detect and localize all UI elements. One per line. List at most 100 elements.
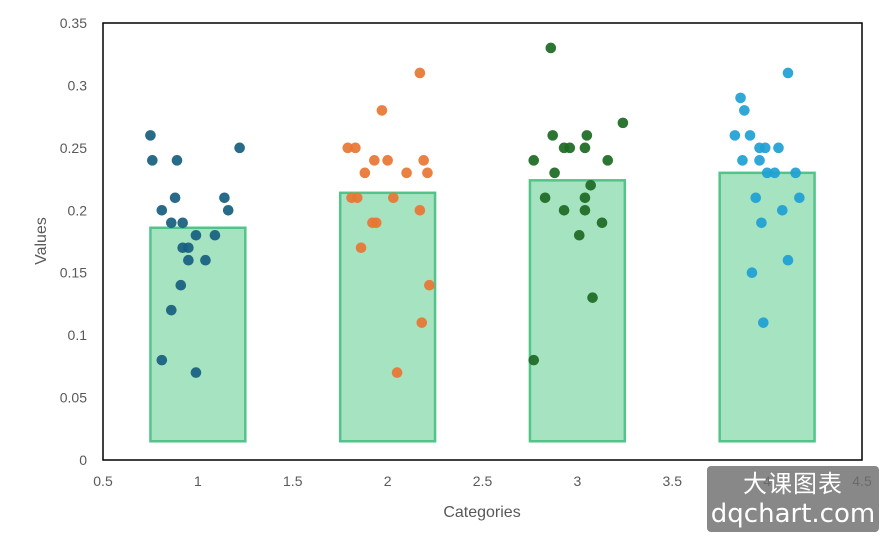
point-s4-15 <box>794 192 805 204</box>
point-s3-10 <box>549 167 560 179</box>
point-s3-9 <box>602 155 614 166</box>
point-s4-17 <box>756 217 767 229</box>
point-s4-10 <box>754 155 765 166</box>
watermark-url: dqchart.com <box>710 499 876 529</box>
point-s4-19 <box>746 267 758 279</box>
point-s3-2 <box>617 117 629 129</box>
point-s1-15 <box>183 254 194 266</box>
point-s2-20 <box>391 367 403 378</box>
point-s2-2 <box>376 105 388 116</box>
point-s4-20 <box>758 317 769 328</box>
point-s4-16 <box>777 204 788 216</box>
point-s3-16 <box>596 217 608 229</box>
point-s1-8 <box>177 217 188 229</box>
point-s3-4 <box>581 130 593 141</box>
bar-3 <box>528 179 627 443</box>
point-s1-19 <box>156 354 168 366</box>
x-tick-label: 1.5 <box>283 473 303 489</box>
watermark-title: 大课图表 <box>743 470 843 498</box>
point-s2-7 <box>418 155 429 166</box>
point-s3-12 <box>539 192 551 204</box>
x-tick-label: 3 <box>573 473 581 489</box>
point-s1-7 <box>166 217 177 229</box>
bar-2 <box>338 191 437 443</box>
x-tick-label: 1 <box>194 473 202 489</box>
point-s3-19 <box>528 354 540 366</box>
point-s4-7 <box>759 142 771 154</box>
point-s2-9 <box>401 167 412 179</box>
point-s2-1 <box>414 67 426 79</box>
point-s4-14 <box>750 192 762 204</box>
point-s2-4 <box>350 142 361 154</box>
point-s3-6 <box>564 142 576 154</box>
point-s1-4 <box>234 142 245 154</box>
point-s2-12 <box>351 192 363 204</box>
point-s1-20 <box>190 367 202 378</box>
point-s1-16 <box>200 254 211 266</box>
point-s2-19 <box>416 317 428 328</box>
point-s3-1 <box>545 42 557 54</box>
x-axis-title: Categories <box>443 504 520 521</box>
y-axis-ticks: 0 0.05 0.1 0.15 0.2 0.25 0.3 0.35 <box>60 15 87 468</box>
point-s4-18 <box>782 254 794 266</box>
point-s4-13 <box>790 167 801 179</box>
y-tick-label: 0.25 <box>60 140 87 156</box>
point-s1-9 <box>219 192 230 204</box>
point-s3-18 <box>587 292 598 303</box>
point-s2-14 <box>414 204 426 216</box>
point-s1-6 <box>169 192 181 204</box>
x-tick-label: 2.5 <box>473 473 493 489</box>
point-s2-10 <box>422 167 433 179</box>
point-s4-2 <box>735 92 746 104</box>
x-tick-label: 3.5 <box>663 473 683 489</box>
points-layer <box>145 42 805 378</box>
point-s3-11 <box>585 180 596 191</box>
point-s3-17 <box>573 229 585 241</box>
point-s4-8 <box>773 142 784 154</box>
point-s3-15 <box>579 204 591 216</box>
watermark: 大课图表 dqchart.com <box>707 466 879 532</box>
y-tick-label: 0.35 <box>60 15 87 31</box>
point-s1-3 <box>171 155 183 166</box>
y-tick-label: 0.1 <box>68 327 88 343</box>
bars-layer <box>149 171 816 443</box>
point-s2-8 <box>359 167 371 179</box>
point-s2-6 <box>382 155 393 166</box>
y-tick-label: 0.3 <box>68 77 88 93</box>
point-s4-4 <box>729 130 741 141</box>
point-s1-1 <box>145 130 156 141</box>
point-s2-5 <box>369 155 380 166</box>
x-tick-label: 0.5 <box>93 473 113 489</box>
point-s3-8 <box>528 155 540 166</box>
point-s3-14 <box>558 204 570 216</box>
point-s1-18 <box>166 304 177 316</box>
bar-4 <box>718 171 816 443</box>
point-s4-12 <box>769 167 781 179</box>
point-s4-5 <box>744 130 756 141</box>
point-s3-3 <box>547 130 559 141</box>
point-s2-13 <box>388 192 399 204</box>
point-s2-3 <box>342 142 354 154</box>
point-s1-11 <box>190 229 202 241</box>
point-s2-18 <box>424 279 435 291</box>
point-s4-11 <box>761 167 773 179</box>
point-s4-3 <box>739 105 750 116</box>
point-s3-7 <box>579 142 591 154</box>
point-s3-13 <box>579 192 591 204</box>
point-s1-5 <box>156 204 168 216</box>
bar-1 <box>149 226 247 443</box>
y-tick-label: 0.15 <box>60 265 87 281</box>
point-s1-12 <box>209 229 221 241</box>
x-tick-label: 2 <box>384 473 392 489</box>
y-tick-label: 0.2 <box>68 202 88 218</box>
point-s2-16 <box>370 217 382 229</box>
point-s1-14 <box>183 242 194 254</box>
point-s4-9 <box>737 155 748 166</box>
point-s1-17 <box>175 279 187 291</box>
y-tick-label: 0 <box>79 452 87 468</box>
point-s1-10 <box>222 204 234 216</box>
point-s2-17 <box>355 242 367 254</box>
y-axis-title: Values <box>33 217 50 265</box>
point-s4-1 <box>782 67 794 79</box>
